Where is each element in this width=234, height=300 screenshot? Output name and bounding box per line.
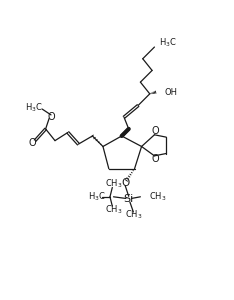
Text: O: O — [152, 154, 159, 164]
Text: CH$_3$: CH$_3$ — [149, 190, 166, 203]
Text: OH: OH — [165, 88, 178, 97]
Text: CH$_3$: CH$_3$ — [105, 203, 122, 216]
Text: O: O — [121, 178, 129, 188]
Text: H$_3$C: H$_3$C — [25, 102, 43, 114]
Text: CH$_3$: CH$_3$ — [105, 178, 122, 190]
Text: H$_3$C: H$_3$C — [88, 190, 106, 203]
Text: O: O — [29, 138, 37, 148]
Text: O: O — [48, 112, 55, 122]
Text: Si: Si — [124, 194, 134, 204]
Text: H$_3$C: H$_3$C — [159, 36, 177, 49]
Text: CH$_3$: CH$_3$ — [125, 208, 142, 220]
Text: O: O — [152, 126, 159, 136]
